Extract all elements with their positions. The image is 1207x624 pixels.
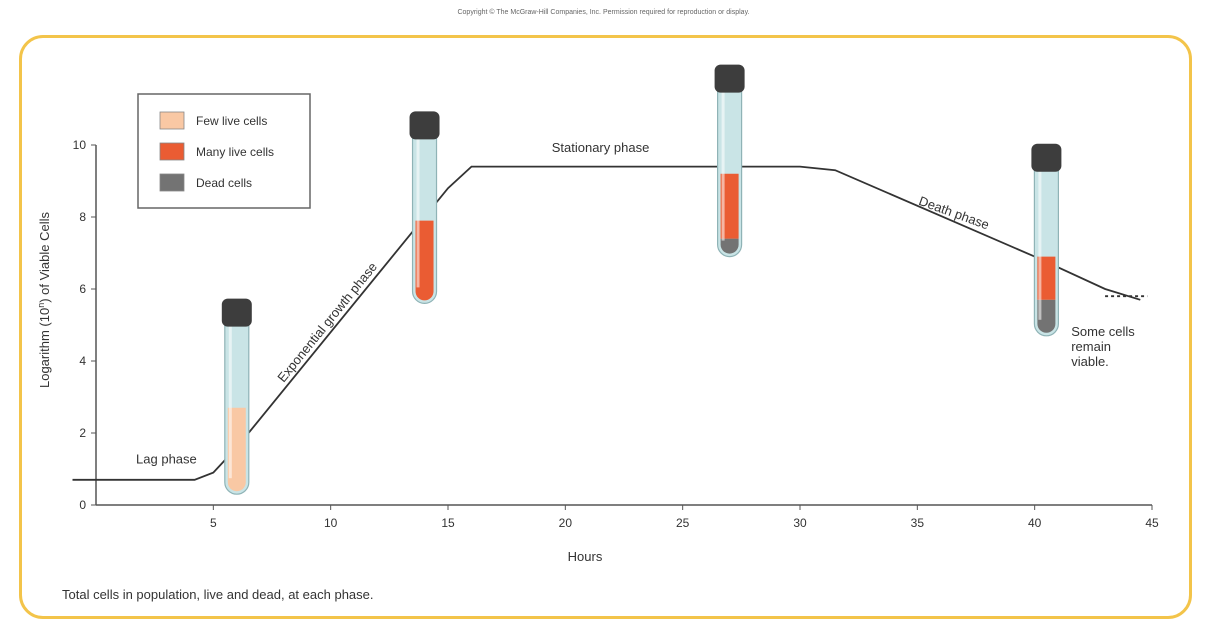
tube-contents-many-live — [415, 220, 434, 301]
test-tubes — [221, 64, 1062, 495]
y-label-rest: ) of Viable Cells — [37, 211, 52, 302]
legend-swatch — [159, 111, 185, 130]
annotation-line: viable. — [1071, 354, 1109, 369]
phase-label-lag-phase: Lag phase — [136, 452, 197, 467]
viable-cells-annotation: Some cells remain viable. — [1071, 324, 1135, 369]
tube-highlight — [1038, 169, 1042, 320]
tube-highlight — [721, 90, 725, 241]
tube-highlight — [416, 137, 420, 288]
tick-labels: 5 10 15 20 25 30 35 40 45 0 2 4 6 8 10 — [73, 138, 1159, 530]
y-tick-label: 2 — [79, 426, 86, 440]
legend-label: Many live cells — [196, 145, 274, 159]
x-tick-label: 10 — [324, 516, 338, 530]
figure-caption: Total cells in population, live and dead… — [62, 587, 374, 602]
annotation-line: Some cells — [1071, 324, 1135, 339]
x-tick-label: 25 — [676, 516, 690, 530]
phase-label-stationary-phase: Stationary phase — [552, 140, 650, 155]
axes — [95, 145, 1152, 506]
x-tick-label: 40 — [1028, 516, 1042, 530]
test-tube-4 — [1031, 143, 1062, 337]
tube-cap — [1031, 143, 1062, 172]
tube-contents-dead — [1037, 299, 1056, 333]
y-tick-label: 10 — [73, 138, 87, 152]
legend-label: Dead cells — [196, 176, 252, 190]
y-tick-label: 6 — [79, 282, 86, 296]
annotation-line: remain — [1071, 339, 1111, 354]
tube-contents-many-live — [720, 173, 739, 239]
y-label-base: Logarithm (10 — [37, 308, 52, 388]
y-label-exponent: n — [36, 303, 46, 308]
y-axis-label: Logarithm (10n) of Viable Cells — [36, 211, 52, 388]
copyright-notice: Copyright © The McGraw-Hill Companies, I… — [457, 9, 750, 16]
tube-contents-dead — [720, 238, 739, 254]
x-axis-label: Hours — [568, 549, 603, 564]
test-tube-3 — [714, 64, 745, 258]
legend-swatch — [159, 173, 185, 192]
tube-contents-few-live — [227, 407, 246, 492]
y-tick-label: 8 — [79, 210, 86, 224]
test-tube-2 — [409, 111, 440, 304]
x-tick-label: 35 — [911, 516, 925, 530]
x-tick-label: 45 — [1145, 516, 1159, 530]
phase-label-exponential-growth-phase: Exponential growth phase — [274, 259, 380, 385]
legend-swatch — [159, 142, 185, 161]
legend-label: Few live cells — [196, 114, 267, 128]
tube-contents-many-live — [1037, 256, 1056, 300]
tube-highlight — [228, 324, 232, 479]
test-tube-1 — [221, 298, 252, 495]
x-tick-label: 20 — [559, 516, 573, 530]
x-tick-label: 30 — [793, 516, 807, 530]
tube-cap — [221, 298, 252, 327]
y-tick-label: 4 — [79, 354, 86, 368]
tube-cap — [409, 111, 440, 140]
y-tick-label: 0 — [79, 498, 86, 512]
phase-label-death-phase: Death phase — [917, 193, 991, 232]
x-tick-label: 5 — [210, 516, 217, 530]
x-tick-label: 15 — [441, 516, 455, 530]
legend: Few live cells Many live cells Dead cells — [137, 93, 311, 209]
tube-cap — [714, 64, 745, 93]
